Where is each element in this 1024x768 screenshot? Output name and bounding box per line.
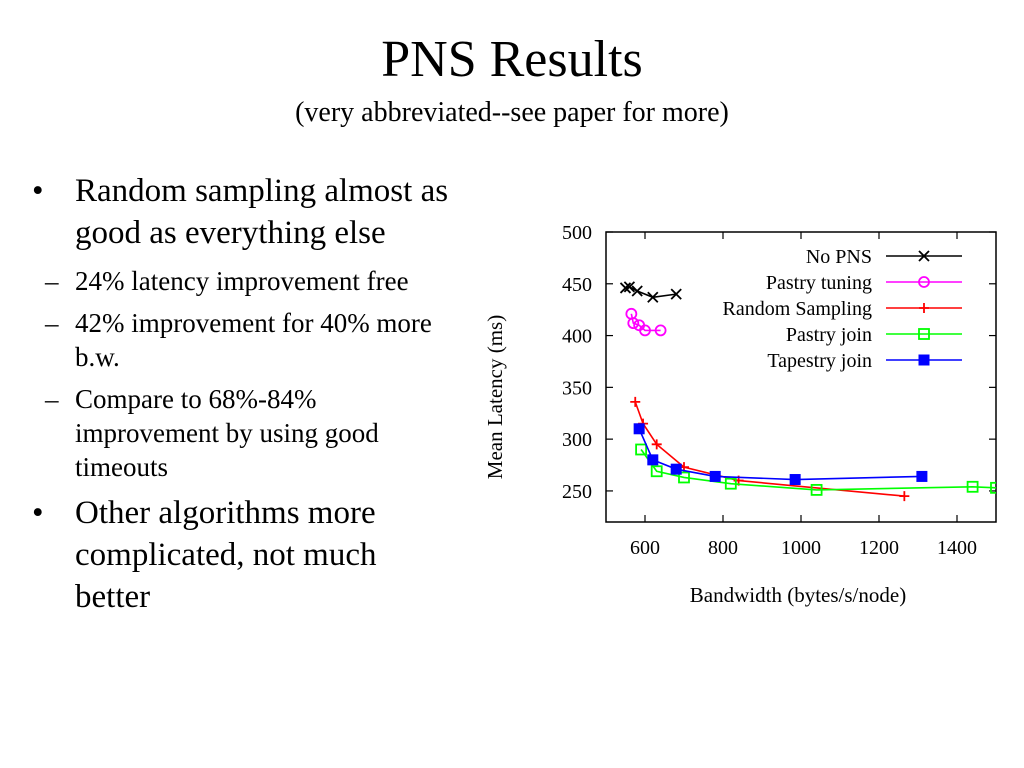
legend-label: No PNS (806, 246, 872, 268)
data-point (678, 471, 690, 484)
series-pastry-join (635, 443, 996, 496)
dash-icon: – (45, 266, 59, 296)
data-point (647, 454, 659, 466)
y-tick-label: 400 (562, 326, 592, 348)
data-point (631, 285, 643, 297)
y-tick-label: 500 (562, 222, 592, 244)
x-tick-label: 1400 (937, 537, 977, 559)
data-point (918, 328, 930, 340)
y-tick-label: 450 (562, 274, 592, 296)
data-point (619, 282, 632, 294)
data-point (990, 481, 996, 494)
dash-icon: – (45, 384, 59, 414)
data-point (651, 439, 662, 450)
data-point (918, 250, 930, 262)
bullet-item: • Other algorithms more complicated, not… (30, 492, 450, 618)
data-point (810, 483, 823, 496)
axis-ticks: 600 800 1000 1200 1400 250 300 350 400 450 500 (562, 222, 996, 559)
latency-chart: 600 800 1000 1200 1400 250 300 350 400 450 500 No … (483, 222, 997, 607)
sub-bullet-item: – 42% improvement for 40% more b.w. (0, 306, 450, 374)
data-point (789, 474, 801, 486)
data-point (630, 396, 641, 407)
sub-bullet-text: 24% latency improvement free (75, 266, 409, 296)
data-point (918, 354, 930, 366)
bullet-dot-icon: • (32, 173, 44, 209)
series-random-sampling (630, 396, 910, 502)
dash-icon: – (45, 308, 59, 338)
data-point (647, 291, 659, 303)
legend-label: Random Sampling (723, 298, 872, 320)
legend: No PNS Pastry tuning Random Sampling Pastry… (723, 246, 962, 372)
x-tick-label: 800 (708, 537, 738, 559)
data-point (670, 288, 682, 300)
slide-subtitle: (very abbreviated--see paper for more) (295, 97, 729, 128)
sub-bullet-text: 42% improvement for 40% more b.w. (75, 308, 432, 372)
data-point (623, 281, 636, 293)
series-pastry-tuning (625, 307, 667, 337)
data-point (670, 463, 682, 475)
data-point (916, 470, 928, 482)
data-point (627, 317, 640, 330)
data-point (966, 480, 979, 493)
x-tick-label: 1200 (859, 537, 899, 559)
x-tick-label: 1000 (781, 537, 821, 559)
legend-label: Pastry tuning (766, 272, 872, 294)
series-tapestry-join (633, 423, 928, 486)
data-point (650, 465, 663, 478)
data-point (654, 324, 667, 337)
bullet-text: Random sampling almost as good as everyt… (75, 173, 449, 251)
data-point (724, 477, 737, 490)
data-point (919, 303, 929, 313)
data-point (918, 276, 930, 288)
y-axis-label: Mean Latency (ms) (483, 315, 507, 479)
y-tick-label: 250 (562, 481, 592, 503)
series-layer (619, 281, 996, 502)
legend-label: Pastry join (786, 324, 872, 346)
bullet-text: Other algorithms more complicated, not m… (75, 495, 377, 615)
x-tick-label: 600 (630, 537, 660, 559)
bullet-list: • Random sampling almost as good as ever… (30, 170, 450, 628)
bullet-item: • Random sampling almost as good as ever… (30, 170, 450, 254)
y-tick-label: 300 (562, 429, 592, 451)
sub-bullet-text: Compare to 68%-84% improvement by using … (75, 384, 379, 482)
series-no-pns (619, 281, 682, 303)
data-point (633, 423, 645, 435)
data-point (635, 443, 648, 456)
x-axis-label: Bandwidth (bytes/s/node) (690, 583, 906, 607)
series-line (634, 401, 905, 497)
sub-bullet-item: – Compare to 68%-84% improvement by usin… (0, 382, 450, 484)
y-tick-label: 350 (562, 377, 592, 399)
data-point (899, 491, 910, 502)
data-point (639, 324, 651, 337)
bullet-dot-icon: • (32, 495, 44, 531)
series-line (640, 449, 996, 491)
data-point (709, 470, 721, 482)
slide-title: PNS Results (381, 31, 643, 88)
legend-label: Tapestry join (767, 350, 872, 372)
sub-bullet-item: – 24% latency improvement free (0, 264, 450, 298)
